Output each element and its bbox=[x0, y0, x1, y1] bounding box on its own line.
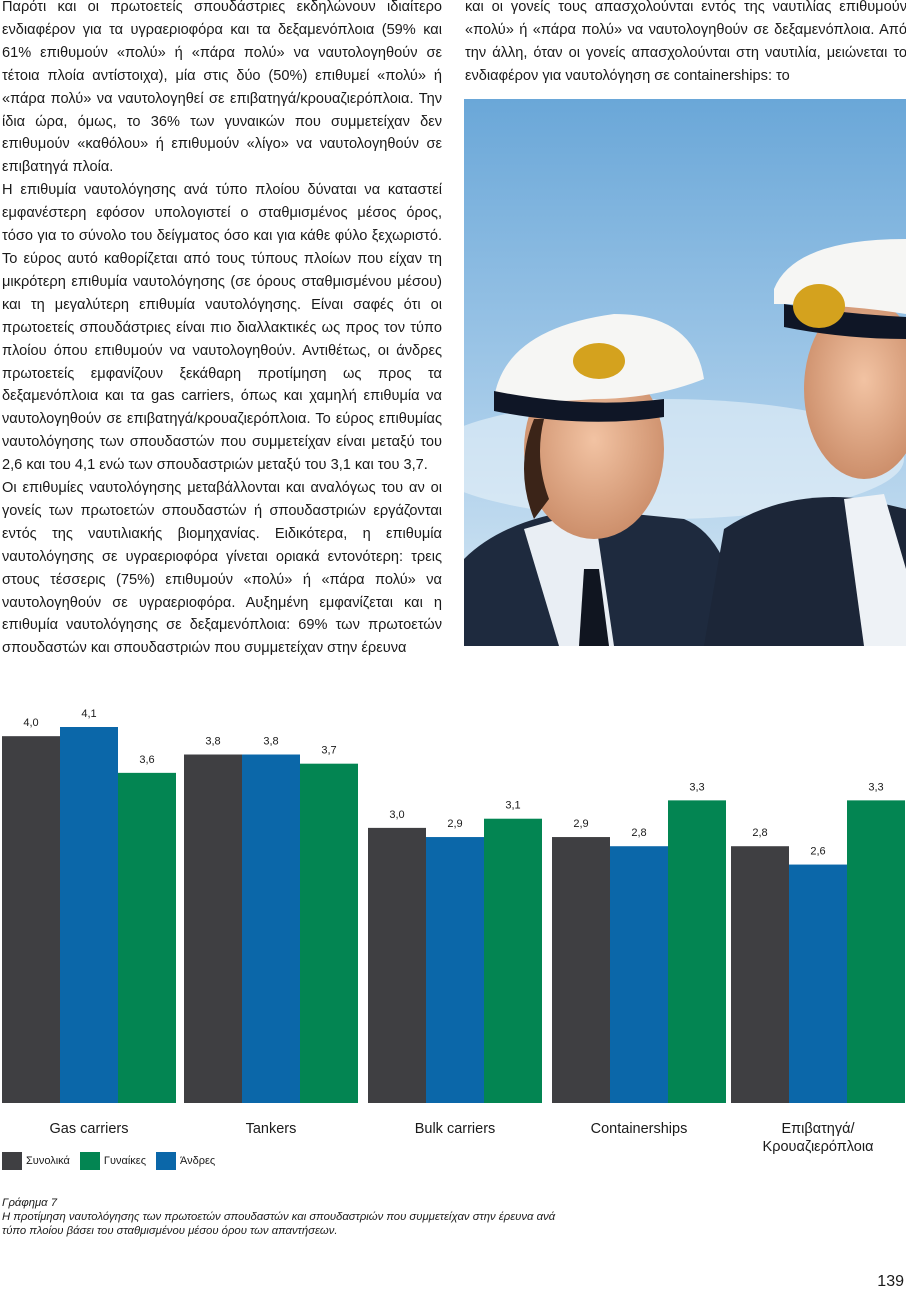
value-label-total-0: 4,0 bbox=[23, 717, 38, 729]
value-label-men-0: 4,1 bbox=[81, 708, 96, 720]
value-label-men-1: 3,8 bbox=[263, 736, 278, 748]
paragraph: Η επιθυμία ναυτολόγησης ανά τύπο πλοίου … bbox=[2, 182, 442, 474]
legend-item-total: Συνολικά bbox=[2, 1152, 70, 1170]
value-label-women-0: 3,6 bbox=[139, 754, 154, 766]
value-label-women-2: 3,1 bbox=[505, 800, 520, 812]
value-label-men-4: 2,6 bbox=[810, 846, 825, 858]
bar-women-4 bbox=[847, 800, 905, 1103]
bar-total-1 bbox=[184, 754, 242, 1103]
value-label-women-1: 3,7 bbox=[321, 745, 336, 757]
page-number: 139 bbox=[877, 1273, 904, 1290]
chart-legend: Συνολικά Γυναίκες Άνδρες bbox=[2, 1152, 225, 1170]
value-label-total-3: 2,9 bbox=[573, 818, 588, 830]
paragraph: Παρότι και οι πρωτοετείς σπουδάστριες εκ… bbox=[2, 0, 442, 176]
body-text-left: Παρότι και οι πρωτοετείς σπουδάστριες εκ… bbox=[2, 0, 442, 656]
value-labels-group: 4,0 4,1 3,6 3,8 3,8 3,7 3,0 2,9 3,1 2,9 2,8 3,3 2,8 2… bbox=[23, 708, 883, 858]
bar-total-2 bbox=[368, 827, 426, 1103]
bar-total-4 bbox=[731, 846, 789, 1103]
value-label-men-2: 2,9 bbox=[447, 818, 462, 830]
bar-men-3 bbox=[610, 846, 668, 1103]
value-label-women-3: 3,3 bbox=[689, 781, 704, 793]
value-label-men-3: 2,8 bbox=[631, 827, 646, 839]
bar-women-1 bbox=[300, 763, 358, 1103]
value-label-total-1: 3,8 bbox=[205, 736, 220, 748]
bar-total-3 bbox=[552, 837, 610, 1103]
category-label-2: Bulk carriers bbox=[415, 1121, 496, 1137]
paragraph: Οι επιθυμίες ναυτολόγησης μεταβάλλονται … bbox=[2, 480, 442, 656]
caption-label: Γράφημα 7 bbox=[2, 1197, 58, 1209]
category-label-1: Tankers bbox=[246, 1121, 297, 1137]
bar-men-1 bbox=[242, 754, 300, 1103]
legend-label-women: Γυναίκες bbox=[103, 1155, 146, 1167]
legend-item-women: Γυναίκες bbox=[79, 1152, 146, 1170]
category-label-0: Gas carriers bbox=[50, 1121, 129, 1137]
legend-item-men: Άνδρες bbox=[156, 1152, 215, 1170]
bar-women-3 bbox=[668, 800, 726, 1103]
cadets-photo bbox=[464, 99, 906, 646]
paragraph: και οι γονείς τους απασχολούνται εντός τ… bbox=[465, 0, 906, 84]
legend-swatch-total bbox=[2, 1152, 22, 1170]
legend-swatch-women bbox=[79, 1152, 100, 1170]
bars-group bbox=[2, 727, 905, 1103]
chart-caption: Γράφημα 7 Η προτίμηση ναυτολόγησης των π… bbox=[2, 1196, 562, 1238]
legend-swatch-men bbox=[156, 1152, 176, 1170]
category-label-3: Containerships bbox=[591, 1121, 688, 1137]
bar-total-0 bbox=[2, 736, 60, 1103]
legend-label-total: Συνολικά bbox=[26, 1155, 70, 1167]
bar-chart: 4,0 4,1 3,6 3,8 3,8 3,7 3,0 2,9 3,1 2,9 2,8 3,3 2,8 2… bbox=[2, 708, 905, 1155]
legend-label-men: Άνδρες bbox=[180, 1155, 216, 1167]
category-label-4: Επιβατηγά/Κρουαζιερόπλοια bbox=[763, 1121, 874, 1155]
value-label-women-4: 3,3 bbox=[868, 781, 883, 793]
bar-women-2 bbox=[484, 818, 542, 1103]
body-text-right: και οι γονείς τους απασχολούνται εντός τ… bbox=[465, 0, 906, 86]
value-label-total-4: 2,8 bbox=[752, 827, 767, 839]
category-labels-group: Gas carriers Tankers Bulk carriers Containe… bbox=[50, 1121, 874, 1155]
bar-men-0 bbox=[60, 727, 118, 1103]
value-label-total-2: 3,0 bbox=[389, 809, 404, 821]
bar-men-4 bbox=[789, 864, 847, 1103]
bar-men-2 bbox=[426, 837, 484, 1103]
bar-women-0 bbox=[118, 772, 176, 1103]
caption-text: Η προτίμηση ναυτολόγησης των πρωτοετών σ… bbox=[2, 1211, 556, 1237]
